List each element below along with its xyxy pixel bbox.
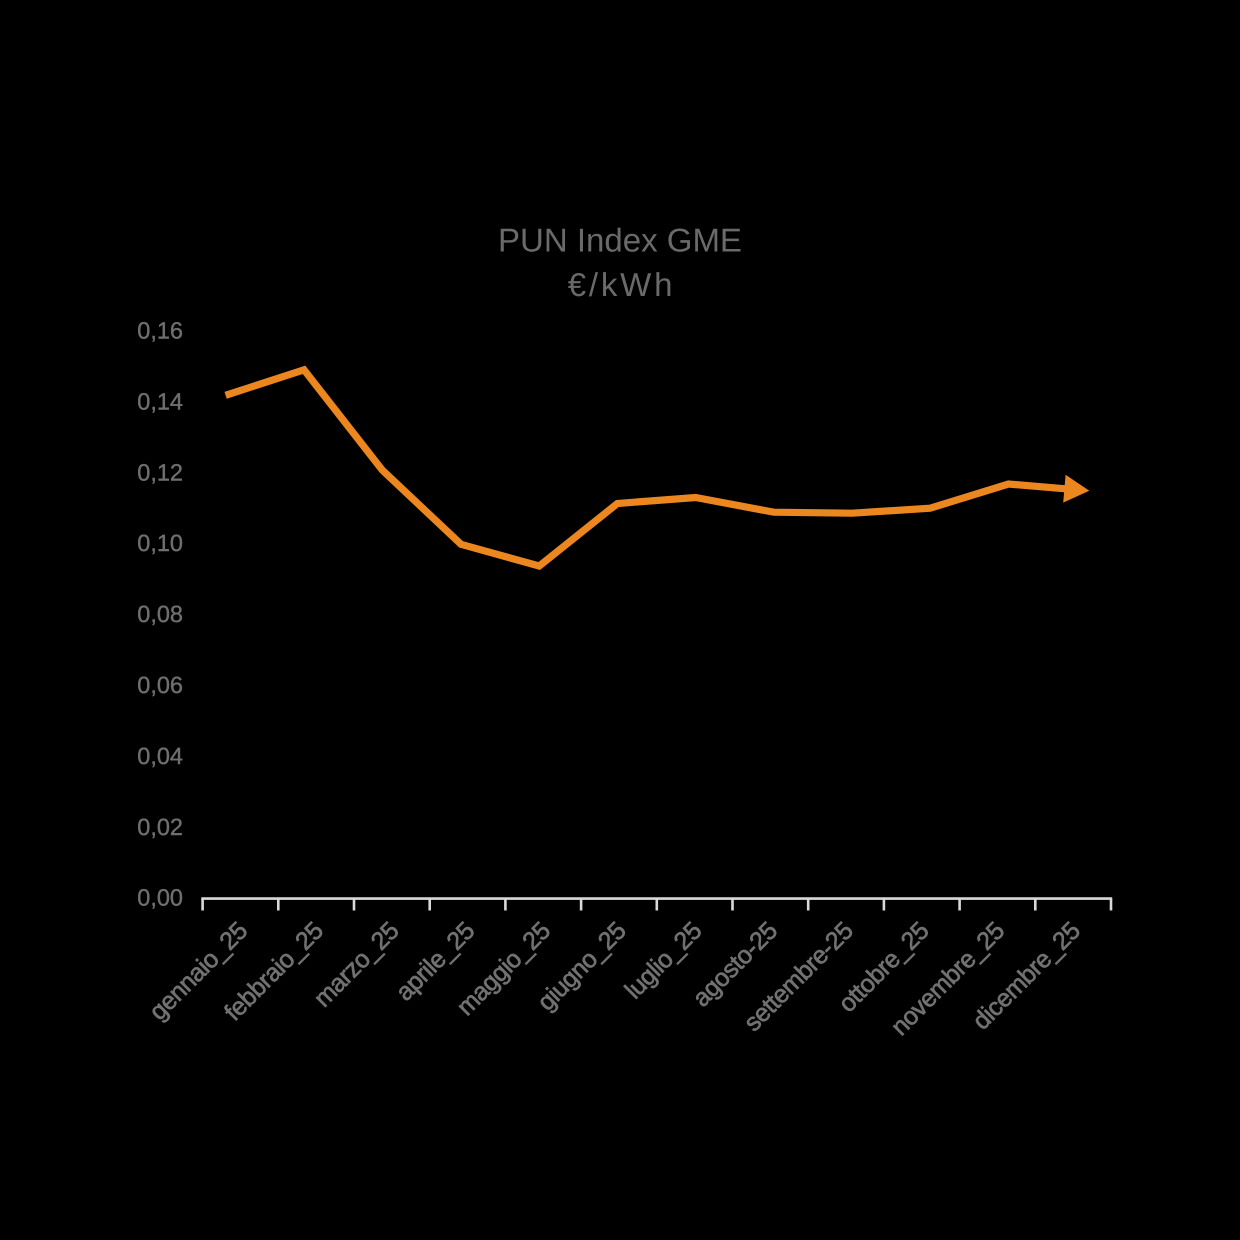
- svg-text:€/kWh: €/kWh: [568, 266, 676, 303]
- svg-text:0,00: 0,00: [137, 885, 183, 911]
- svg-text:0,14: 0,14: [137, 388, 183, 414]
- svg-text:0,02: 0,02: [137, 814, 183, 840]
- svg-text:PUN Index GME: PUN Index GME: [498, 222, 742, 259]
- svg-text:0,04: 0,04: [137, 743, 183, 769]
- svg-text:0,10: 0,10: [137, 530, 183, 556]
- svg-text:0,12: 0,12: [137, 459, 183, 485]
- svg-text:0,08: 0,08: [137, 601, 183, 627]
- svg-text:0,06: 0,06: [137, 672, 183, 698]
- svg-text:0,16: 0,16: [137, 318, 183, 344]
